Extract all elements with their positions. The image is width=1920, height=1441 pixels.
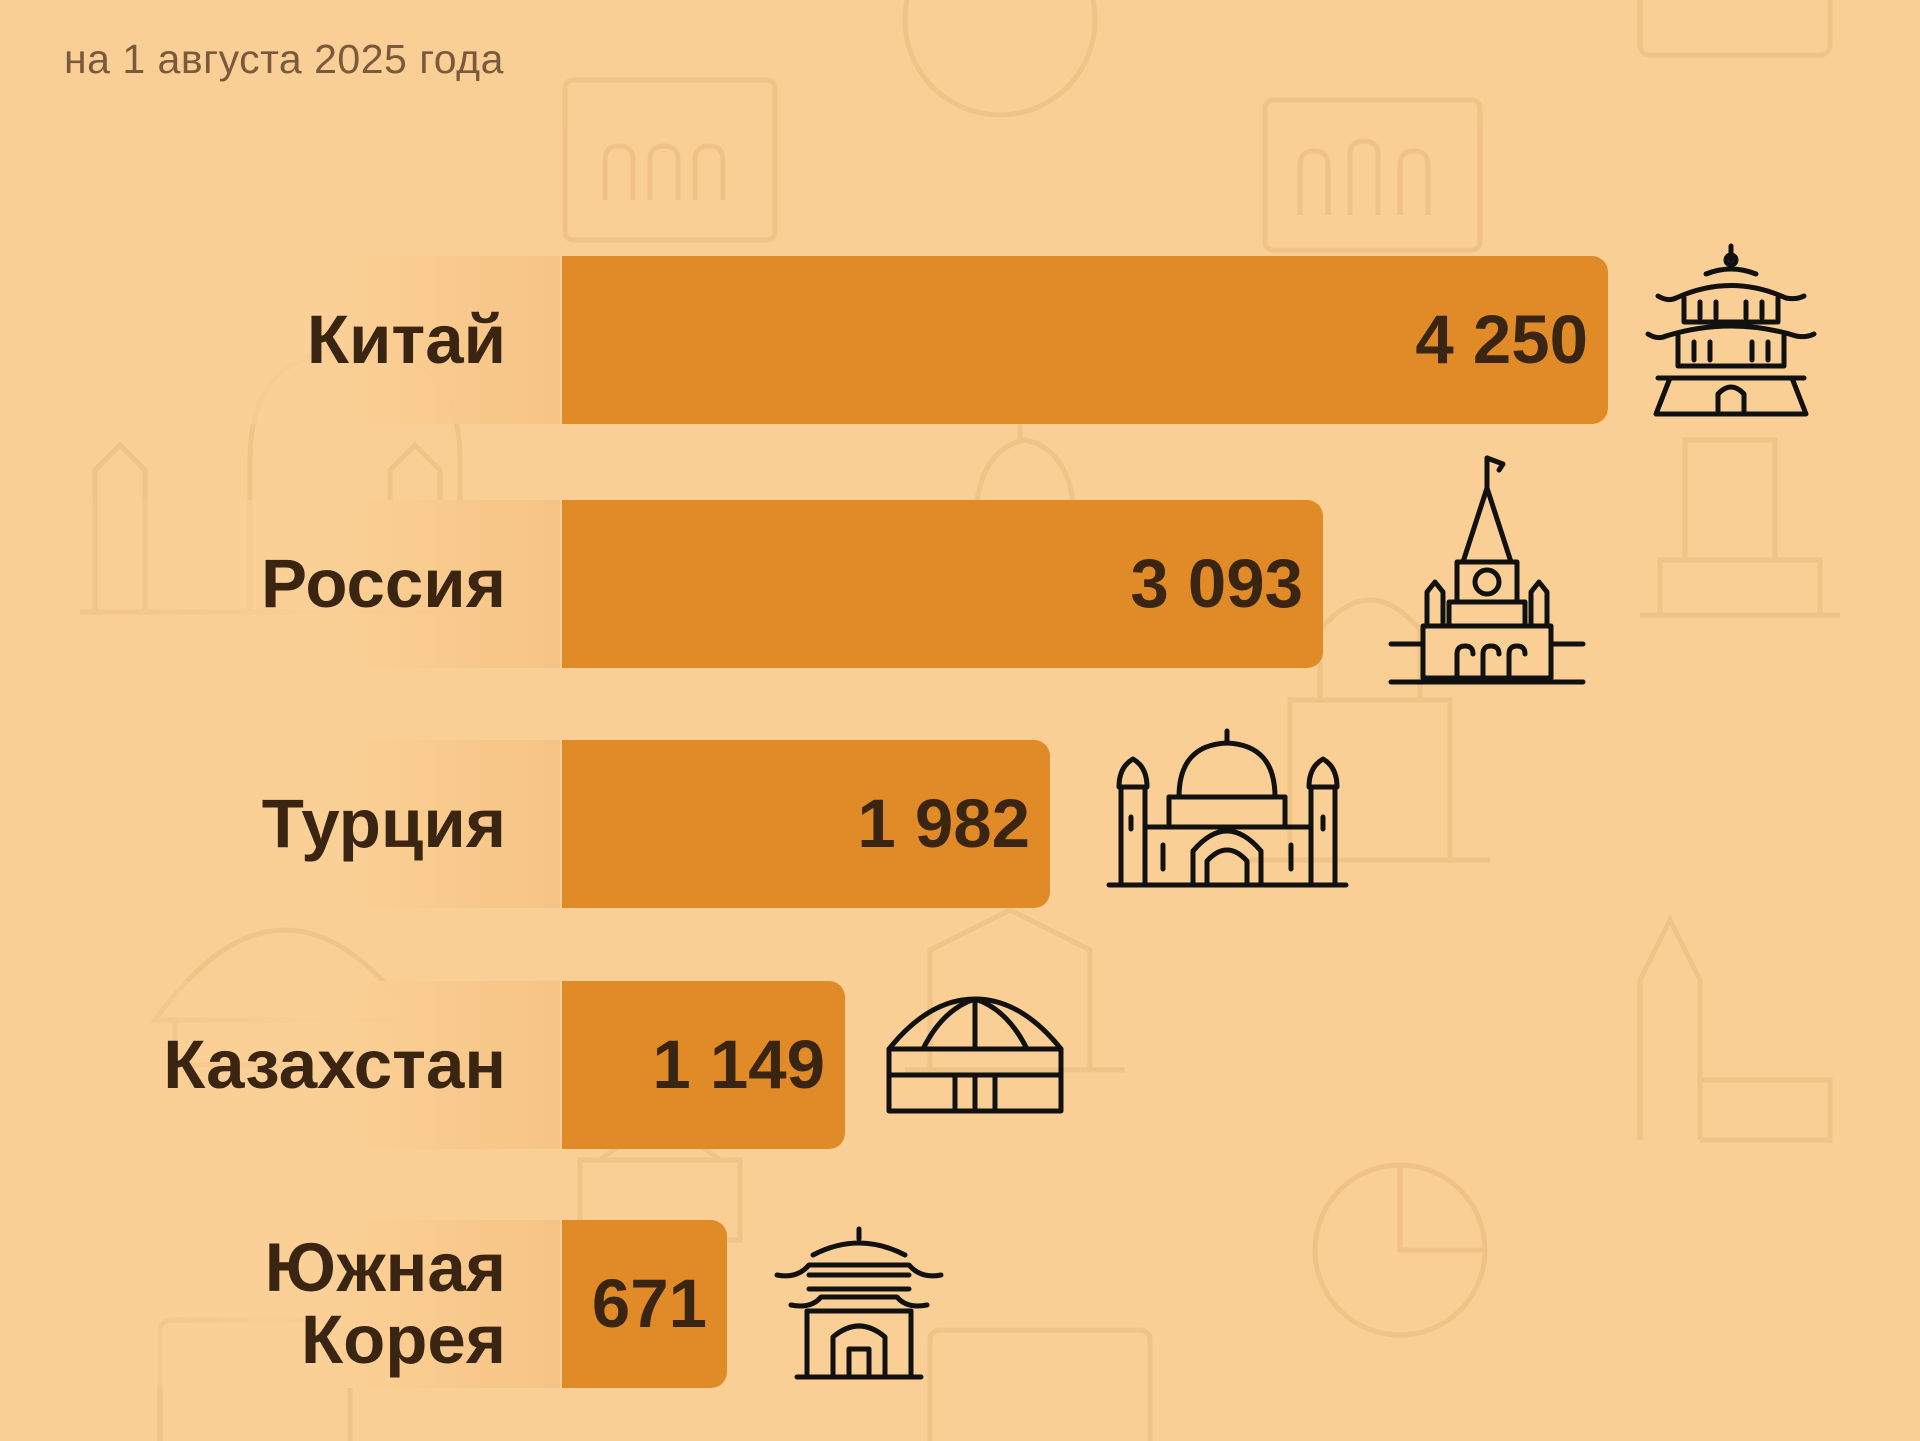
bar-value-label: 1 982 (857, 785, 1030, 862)
category-label: Южная Корея (264, 1229, 506, 1378)
row-band (60, 740, 560, 908)
row-band (60, 500, 560, 668)
row-band (60, 981, 560, 1149)
bar (562, 500, 1323, 668)
category-label: Россия (261, 545, 506, 622)
subtitle: на 1 августа 2025 года (64, 36, 504, 82)
korean-gate-icon (767, 1225, 952, 1385)
category-label: Китай (306, 301, 506, 378)
category-label: Турция (261, 785, 506, 862)
bar-value-label: 671 (591, 1265, 707, 1342)
bar (562, 740, 1050, 908)
bar-value-label: 1 149 (652, 1026, 825, 1103)
bar (562, 981, 845, 1149)
bar (562, 256, 1608, 424)
chinese-pagoda-icon (1644, 238, 1819, 423)
row-band (60, 1220, 560, 1388)
row-band (60, 256, 560, 424)
kremlin-tower-icon (1387, 454, 1587, 689)
mosque-icon (1105, 727, 1350, 892)
category-label: Казахстан (163, 1026, 506, 1103)
bar-value-label: 3 093 (1130, 545, 1303, 622)
yurt-icon (883, 993, 1068, 1118)
bar-value-label: 4 250 (1415, 301, 1588, 378)
bar (562, 1220, 727, 1388)
